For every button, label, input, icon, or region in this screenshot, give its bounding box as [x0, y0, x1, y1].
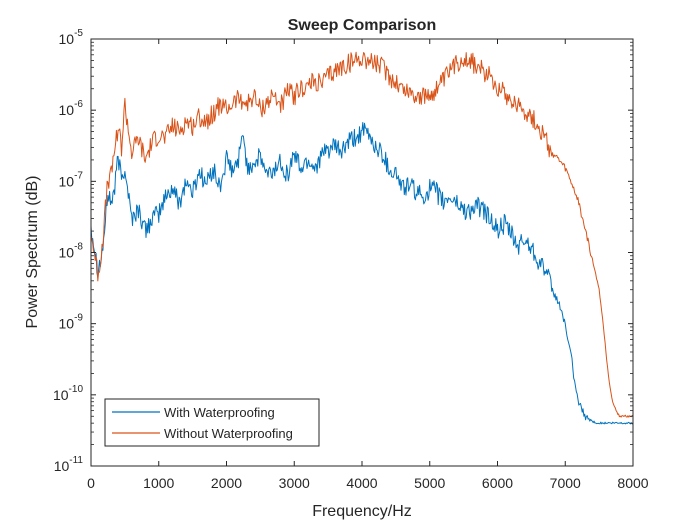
series-line-0 — [90, 122, 634, 425]
x-tick-label: 4000 — [346, 475, 377, 491]
plot-background — [91, 39, 633, 466]
y-axis-label: Power Spectrum (dB) — [24, 176, 41, 329]
y-tick-label: 10-9 — [59, 313, 84, 332]
y-tick-label: 10-11 — [54, 455, 84, 474]
x-tick-label: 0 — [87, 475, 95, 491]
y-axis-ticks: 10-11 10-10 10-9 10-8 10-7 10-6 10-5 — [53, 28, 633, 474]
x-axis-label: Frequency/Hz — [312, 503, 412, 520]
y-tick-label: 10-7 — [59, 170, 84, 189]
y-tick-label: 10-10 — [53, 384, 83, 403]
series-layer — [90, 51, 634, 425]
legend: With Waterproofing Without Waterproofing — [104, 398, 320, 447]
legend-label-without-waterproofing: Without Waterproofing — [164, 426, 293, 441]
x-tick-label: 5000 — [414, 475, 445, 491]
legend-box — [104, 398, 320, 447]
x-tick-label: 6000 — [482, 475, 513, 491]
y-tick-label: 10-6 — [59, 99, 84, 118]
x-tick-label: 1000 — [143, 475, 174, 491]
y-tick-label: 10-8 — [59, 242, 84, 261]
series-line-1 — [90, 51, 634, 418]
x-tick-label: 8000 — [617, 475, 648, 491]
x-tick-label: 7000 — [550, 475, 581, 491]
x-axis-ticks: 0 1000 2000 3000 4000 5000 6000 7000 8000 — [87, 39, 649, 491]
chart-title: Sweep Comparison — [288, 17, 436, 34]
x-tick-label: 3000 — [279, 475, 310, 491]
legend-label-with-waterproofing: With Waterproofing — [164, 405, 275, 420]
x-tick-label: 2000 — [211, 475, 242, 491]
y-tick-label: 10-5 — [59, 28, 84, 47]
